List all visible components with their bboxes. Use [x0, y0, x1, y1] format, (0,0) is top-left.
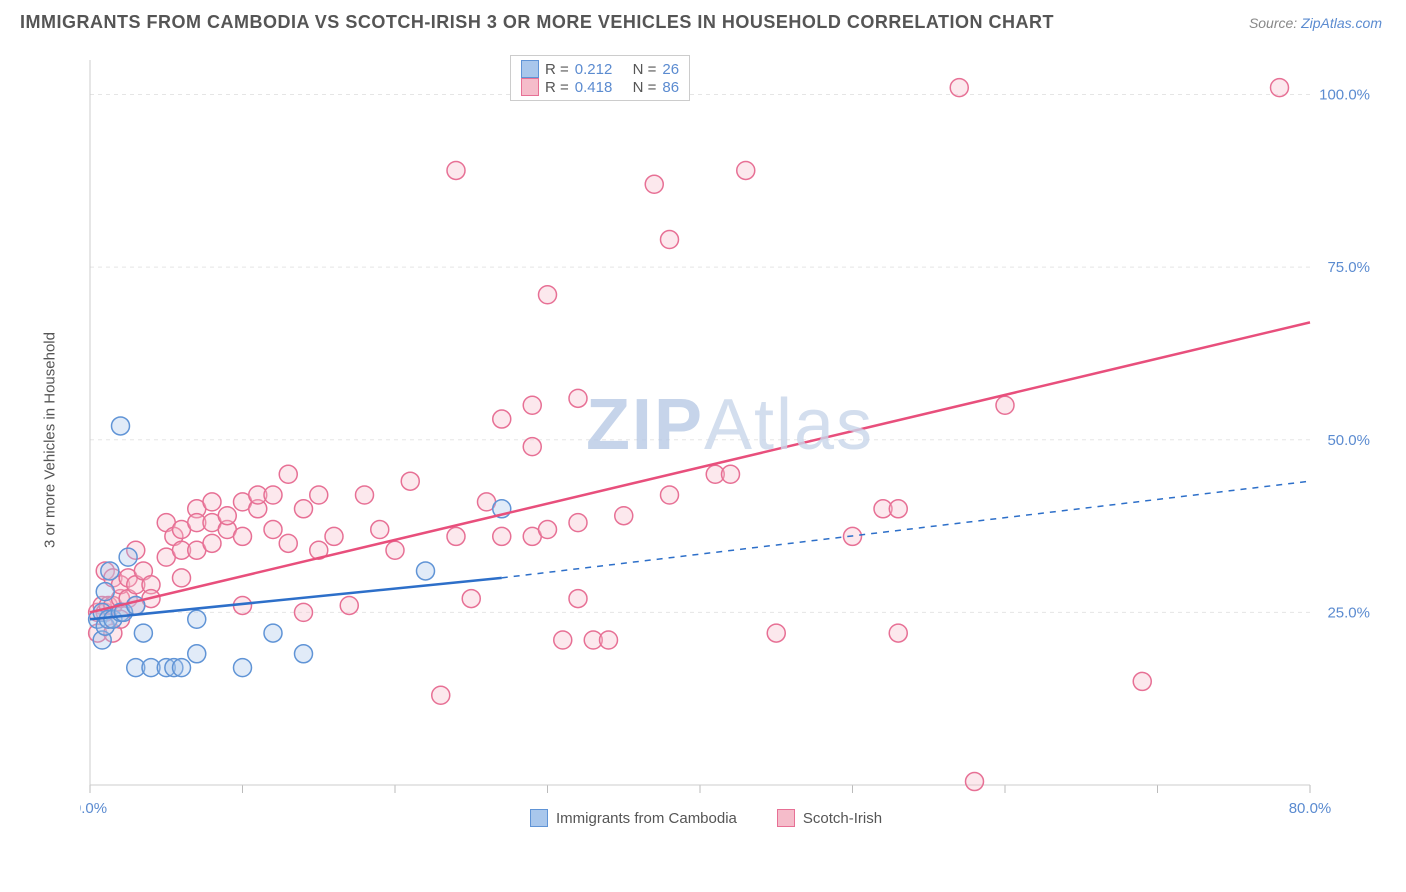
legend-r-value: 0.212 [575, 61, 613, 78]
legend-n-value: 26 [662, 61, 679, 78]
data-point [173, 569, 191, 587]
data-point [234, 659, 252, 677]
data-point [264, 521, 282, 539]
y-tick-label: 100.0% [1319, 87, 1370, 104]
y-axis-label: 3 or more Vehicles in Household [42, 332, 59, 548]
legend-swatch [521, 60, 539, 78]
data-point [417, 562, 435, 580]
legend-series-name: Scotch-Irish [803, 810, 882, 827]
data-point [112, 417, 130, 435]
data-point [569, 590, 587, 608]
y-tick-label: 25.0% [1327, 604, 1370, 621]
data-point [966, 773, 984, 791]
data-point [737, 161, 755, 179]
legend-bottom-item: Immigrants from Cambodia [530, 809, 737, 827]
data-point [600, 631, 618, 649]
data-point [188, 610, 206, 628]
legend-bottom-item: Scotch-Irish [777, 809, 882, 827]
data-point [203, 534, 221, 552]
data-point [661, 231, 679, 249]
data-point [356, 486, 374, 504]
chart-svg: 25.0% 50.0% 75.0% 100.0% 0.0% 80.0% [80, 55, 1380, 825]
data-point [119, 548, 137, 566]
data-point [234, 527, 252, 545]
data-point [889, 500, 907, 518]
data-point [295, 500, 313, 518]
data-point [661, 486, 679, 504]
legend-n-value: 86 [662, 79, 679, 96]
legend-r-label: R = [545, 61, 569, 78]
legend-swatch [777, 809, 795, 827]
plot-area: 25.0%50.0%75.0%100.0%0.0%80.0% ZIPAtlas … [80, 55, 1380, 825]
legend-stat-row: R = 0.418 N = 86 [521, 78, 679, 96]
data-point [447, 161, 465, 179]
regression-line-dashed [502, 481, 1310, 578]
data-point [188, 645, 206, 663]
data-point [493, 410, 511, 428]
data-point [996, 396, 1014, 414]
data-point [1271, 79, 1289, 97]
data-point [767, 624, 785, 642]
source-prefix: Source: [1249, 15, 1301, 31]
data-point [134, 624, 152, 642]
data-point [218, 507, 236, 525]
data-point [447, 527, 465, 545]
page-title: IMMIGRANTS FROM CAMBODIA VS SCOTCH-IRISH… [20, 12, 1054, 33]
data-point [173, 659, 191, 677]
y-tick-label: 75.0% [1327, 259, 1370, 276]
data-point [96, 583, 114, 601]
legend-r-label: R = [545, 79, 569, 96]
data-point [325, 527, 343, 545]
data-point [371, 521, 389, 539]
data-point [310, 486, 328, 504]
data-point [340, 596, 358, 614]
y-tick-label: 50.0% [1327, 432, 1370, 449]
data-point [432, 686, 450, 704]
data-point [889, 624, 907, 642]
legend-n-label: N = [633, 79, 657, 96]
legend-bottom: Immigrants from Cambodia Scotch-Irish [530, 809, 882, 827]
data-point [569, 514, 587, 532]
data-point [279, 465, 297, 483]
data-point [523, 396, 541, 414]
data-point [264, 624, 282, 642]
data-point [615, 507, 633, 525]
source-attribution: Source: ZipAtlas.com [1249, 15, 1382, 31]
data-point [295, 645, 313, 663]
x-tick-label: 80.0% [1289, 800, 1332, 817]
legend-n-label: N = [633, 61, 657, 78]
data-point [539, 286, 557, 304]
legend-swatch [521, 78, 539, 96]
data-point [523, 438, 541, 456]
x-tick-label: 0.0% [80, 800, 107, 817]
data-point [401, 472, 419, 490]
data-point [569, 389, 587, 407]
data-point [279, 534, 297, 552]
data-point [386, 541, 404, 559]
data-point [950, 79, 968, 97]
regression-line-solid [90, 322, 1310, 612]
legend-stat-row: R = 0.212 N = 26 [521, 60, 679, 78]
data-point [645, 175, 663, 193]
data-point [493, 527, 511, 545]
data-point [203, 493, 221, 511]
legend-series-name: Immigrants from Cambodia [556, 810, 737, 827]
legend-stats-box: R = 0.212 N = 26 R = 0.418 N = 86 [510, 55, 690, 101]
data-point [722, 465, 740, 483]
data-point [264, 486, 282, 504]
data-point [295, 603, 313, 621]
data-point [101, 562, 119, 580]
data-point [462, 590, 480, 608]
data-point [1133, 672, 1151, 690]
correlation-chart: 3 or more Vehicles in Household 25.0%50.… [50, 55, 1380, 825]
legend-swatch [530, 809, 548, 827]
data-point [554, 631, 572, 649]
source-link[interactable]: ZipAtlas.com [1301, 15, 1382, 31]
legend-r-value: 0.418 [575, 79, 613, 96]
data-point [539, 521, 557, 539]
